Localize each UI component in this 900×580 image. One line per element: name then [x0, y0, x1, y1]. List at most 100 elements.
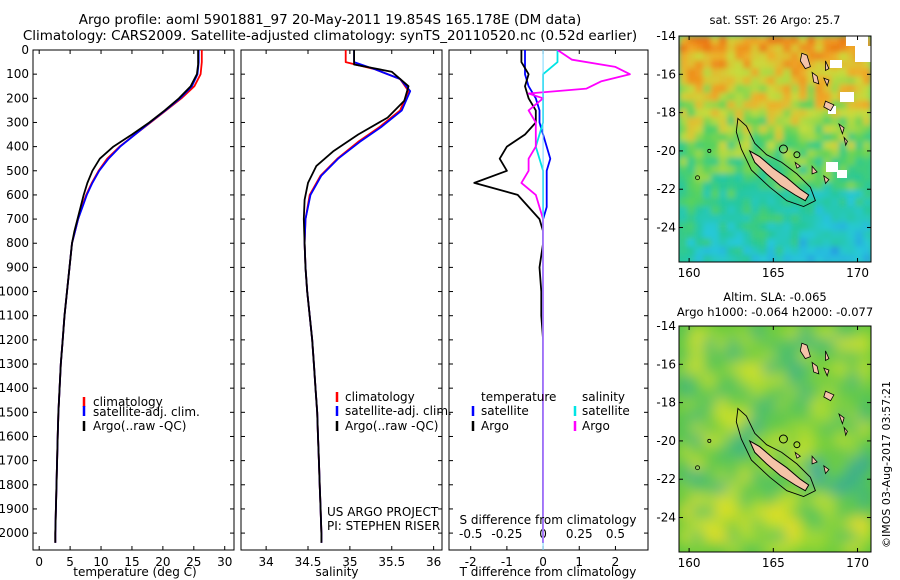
sst-cell — [863, 206, 871, 215]
sst-cell — [847, 68, 856, 77]
sla-cell — [763, 374, 776, 387]
sla-cell — [703, 374, 716, 387]
sst-cell — [815, 165, 824, 175]
sst-cell — [719, 60, 728, 69]
sst-cell — [759, 181, 768, 191]
sst-cell — [735, 68, 744, 77]
sst-cell — [695, 198, 704, 207]
sla-cell — [847, 398, 860, 411]
vanuatu-island — [823, 100, 835, 112]
sst-cell — [679, 76, 688, 86]
sla-cell — [799, 470, 812, 483]
sst-cell — [775, 84, 784, 94]
sst-cell — [791, 254, 800, 262]
sst-cell — [703, 230, 712, 239]
sst-cell — [855, 68, 864, 77]
sst-cell — [679, 222, 688, 231]
sst-cell — [719, 230, 728, 239]
sst-cell — [703, 108, 712, 118]
sla-cell — [847, 494, 860, 507]
depth-tick-label: 2000 — [0, 526, 29, 540]
sst-cell — [759, 230, 768, 239]
sla-cell — [835, 542, 848, 552]
sla-cell — [715, 446, 728, 459]
sst-cell — [799, 117, 808, 126]
sst-cell — [847, 149, 856, 158]
sst-cell — [799, 100, 808, 110]
sst-cell — [703, 141, 712, 150]
map-y-tick-label: -14 — [656, 319, 676, 333]
sla-cell — [847, 422, 860, 435]
sla-cell — [775, 326, 788, 339]
sla-cell — [763, 362, 776, 375]
sla-cell — [811, 446, 824, 459]
sst-cell — [703, 238, 712, 248]
sst-cell — [799, 214, 808, 223]
sst-cell — [679, 84, 688, 94]
sst-cell — [863, 181, 871, 191]
sst-cell — [687, 238, 696, 248]
sst-cell — [679, 214, 688, 223]
sst-cell — [703, 246, 712, 256]
map-x-tick-label: 170 — [846, 266, 869, 280]
sla-cell — [727, 326, 740, 339]
s-difference-tick-label: -0.25 — [491, 527, 522, 541]
sst-cell — [783, 68, 792, 77]
sst-cell — [751, 36, 760, 45]
sla-cell — [811, 422, 824, 435]
sst-cell — [711, 206, 720, 215]
vanuatu-island — [843, 136, 848, 147]
sst-cell — [743, 68, 752, 77]
sst-cell — [695, 214, 704, 223]
sst-cell — [759, 222, 768, 231]
sst-cell — [863, 157, 871, 167]
sst-cell — [855, 60, 864, 69]
sst-cell — [711, 76, 720, 86]
sst-cell — [847, 44, 856, 53]
sst-cell — [783, 189, 792, 199]
sla-cell — [835, 494, 848, 507]
sst-cell — [759, 108, 768, 118]
sla-cell — [751, 326, 764, 339]
sst-cell — [759, 214, 768, 223]
sst-cell — [727, 238, 736, 248]
sla-cell — [847, 434, 860, 447]
sst-cell — [807, 117, 816, 126]
sla-cell — [811, 494, 824, 507]
sst-cell — [743, 206, 752, 215]
sst-cell — [711, 125, 720, 134]
sst-cell — [807, 246, 816, 256]
sla-cell — [787, 338, 800, 351]
sst-cell — [727, 246, 736, 256]
sst-cell — [751, 44, 760, 53]
sla-cell — [715, 506, 728, 519]
sst-cell — [735, 92, 744, 102]
sst-cell — [855, 165, 864, 175]
sst-cell — [831, 36, 840, 45]
sst-cell — [727, 108, 736, 118]
depth-tick-label: 600 — [6, 188, 29, 202]
sla-cell — [787, 494, 800, 507]
sla-cell — [859, 410, 871, 423]
sst-cell — [831, 92, 840, 102]
sst-cell — [831, 157, 840, 167]
sla-cell — [703, 422, 716, 435]
vanuatu-island — [811, 165, 818, 175]
sst-cell — [791, 76, 800, 86]
sst-cell — [751, 206, 760, 215]
sst-cell — [807, 206, 816, 215]
argo-location-marker — [778, 144, 788, 154]
depth-tick-label: 1200 — [0, 333, 29, 347]
sla-cell — [787, 518, 800, 531]
depth-tick-label: 1600 — [0, 429, 29, 443]
sst-cell — [759, 189, 768, 199]
sst-cell — [679, 254, 688, 262]
sst-cell — [847, 76, 856, 86]
sst-cell — [831, 222, 840, 231]
sst-cell — [759, 125, 768, 134]
sla-cell — [799, 362, 812, 375]
sst-cell — [815, 157, 824, 167]
sst-cell — [863, 198, 871, 207]
sla-cell — [763, 326, 776, 339]
sst-cell — [687, 222, 696, 231]
